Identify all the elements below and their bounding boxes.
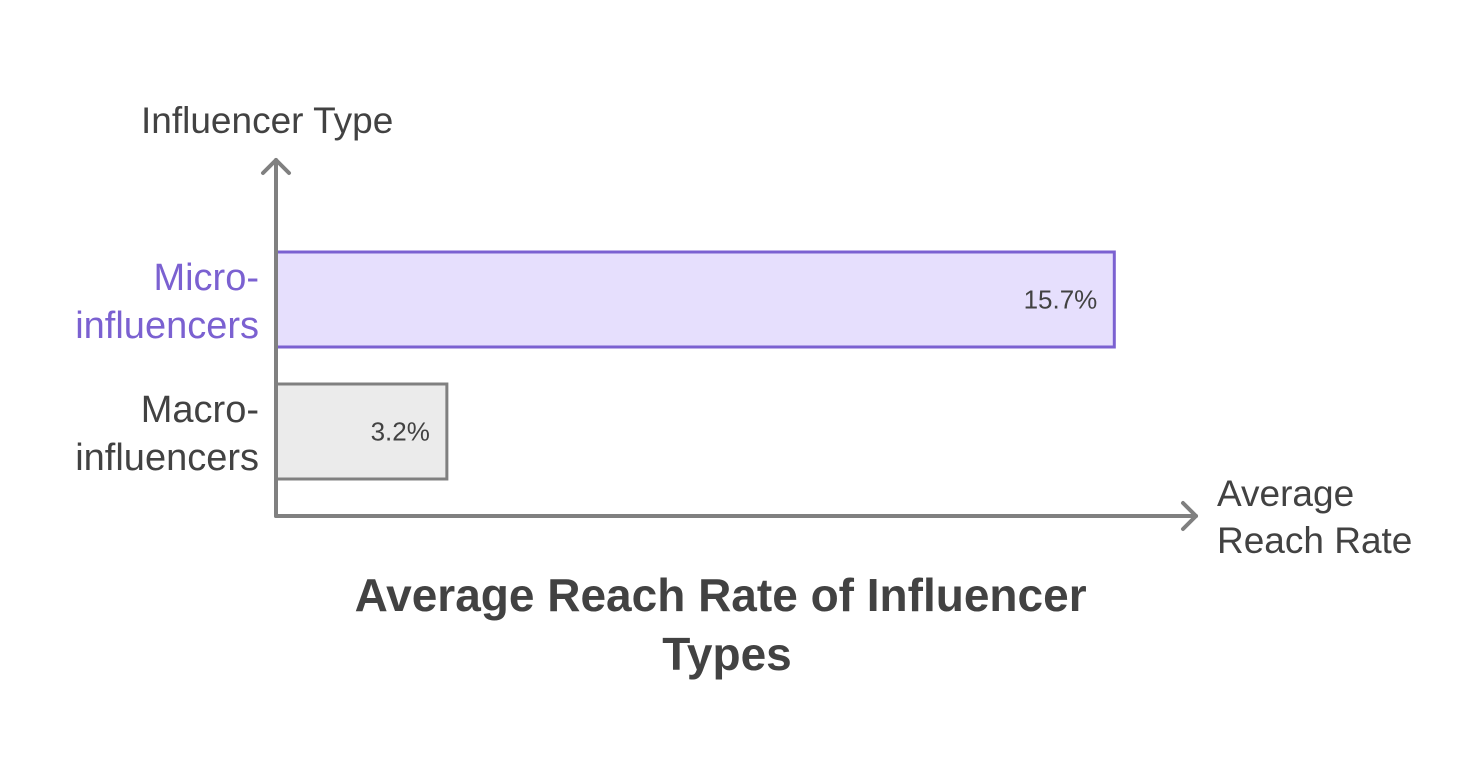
chart-title-line-1: Average Reach Rate of Influencer bbox=[355, 569, 1087, 621]
x-axis-label-line-2: Reach Rate bbox=[1217, 520, 1412, 561]
bar-1 bbox=[274, 250, 1116, 349]
x-axis-label-line-1: Average bbox=[1217, 473, 1354, 514]
bar-value-label-1: 15.7% bbox=[1024, 285, 1098, 315]
category-label-2-line-2: influencers bbox=[75, 437, 259, 479]
y-axis-arrow-icon bbox=[261, 158, 291, 175]
chart-title-line-2: Types bbox=[662, 628, 792, 680]
category-label-1-line-1: Micro- bbox=[153, 257, 259, 299]
y-axis-label: Influencer Type bbox=[141, 100, 393, 141]
category-label-2: Macro-influencers bbox=[75, 389, 259, 479]
x-axis-arrow-icon bbox=[1181, 501, 1198, 531]
x-axis-label: Average Reach Rate bbox=[1217, 473, 1412, 561]
chart-title: Average Reach Rate of Influencer Types bbox=[355, 569, 1100, 680]
bar-value-label-2: 3.2% bbox=[371, 417, 430, 447]
category-label-2-line-1: Macro- bbox=[141, 389, 259, 431]
category-label-1-line-2: influencers bbox=[75, 305, 259, 347]
category-label-1: Micro-influencers bbox=[75, 257, 259, 347]
bars-group: 15.7% Micro-influencers 3.2% Macro-influenc… bbox=[75, 250, 1116, 481]
